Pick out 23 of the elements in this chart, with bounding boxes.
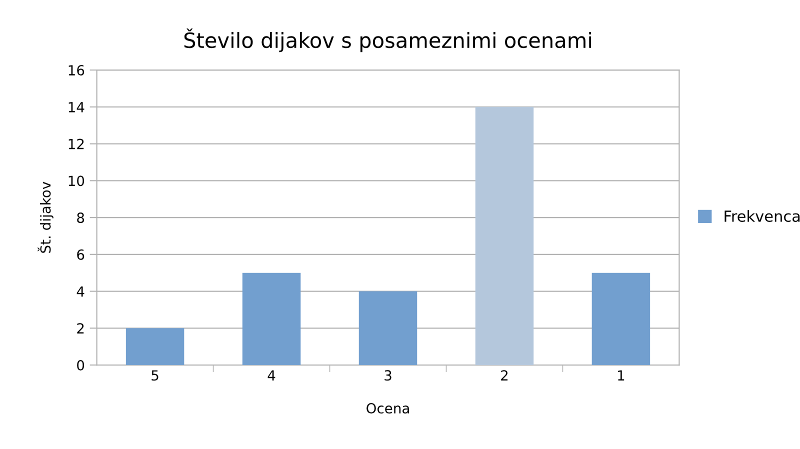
x-tick-label: 5 xyxy=(152,370,158,381)
x-tick-label: 2 xyxy=(501,370,508,380)
bar xyxy=(358,291,418,366)
x-axis-title: Ocena xyxy=(366,403,409,414)
y-tick-label: 16 xyxy=(68,65,84,76)
y-tick-label: 6 xyxy=(77,249,84,260)
bar xyxy=(592,272,650,366)
y-tick-label: 2 xyxy=(77,323,84,334)
y-tick-label: 4 xyxy=(76,286,84,297)
chart-title: Število dijakov s posameznimi ocenami xyxy=(184,28,592,52)
y-tick-label: 10 xyxy=(68,176,84,186)
y-tick-label: 12 xyxy=(68,138,84,150)
x-tick-label: 4 xyxy=(268,370,276,380)
legend-label: Frekvenca xyxy=(724,210,800,222)
y-tick-label: 14 xyxy=(68,102,84,112)
x-tick-label: 3 xyxy=(384,370,392,381)
bar xyxy=(126,328,184,366)
bar xyxy=(242,272,301,366)
bar xyxy=(475,106,534,366)
x-tick-label: 1 xyxy=(618,370,624,380)
y-axis-title: Št. dijakov xyxy=(38,182,54,253)
y-tick-label: 0 xyxy=(77,360,84,371)
y-tick-label: 8 xyxy=(77,212,84,224)
